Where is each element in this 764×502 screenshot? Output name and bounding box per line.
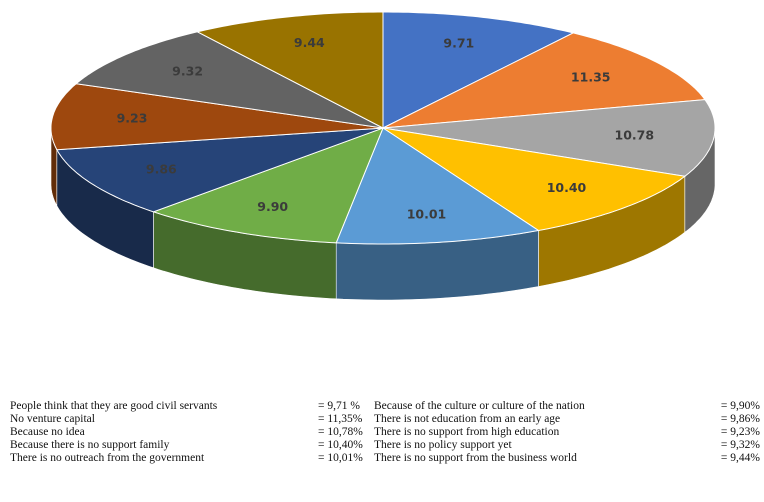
pie-slice — [151, 127, 384, 244]
legend-label: Because of the culture or culture of the… — [374, 400, 585, 412]
legend-value: = 9,86% — [720, 413, 760, 425]
legend-value: = 9,32% — [720, 439, 760, 451]
pie-slice-label: 9.32 — [172, 64, 203, 79]
legend-row: No venture capital = 11,35% There is not… — [10, 413, 764, 426]
legend-label: There is no policy support yet — [374, 439, 512, 451]
pie-slices — [50, 11, 716, 245]
pie-slice-label: 9.90 — [257, 199, 288, 214]
pie-slice-label: 9.44 — [294, 35, 325, 50]
legend-label: There is no support from high education — [374, 426, 560, 438]
pie-slice-label: 10.40 — [547, 180, 587, 195]
pie-slice-label: 9.71 — [443, 35, 474, 50]
legend-value: = 9,44% — [720, 452, 760, 464]
pie-chart: 9.71 11.35 10.78 10.40 10.01 9.90 9.86 9.23 9.32… — [50, 11, 716, 301]
pie-slice-label: 9.23 — [117, 111, 148, 126]
pie-labels: 9.71 11.35 10.78 10.40 10.01 9.90 9.86 9.23 9.32… — [117, 35, 654, 221]
legend-label: There is no support from the business wo… — [374, 452, 577, 464]
legend-label: There is not education from an early age — [374, 413, 561, 425]
pie-slice-label: 11.35 — [571, 69, 611, 84]
legend: People think that they are good civil se… — [10, 400, 764, 465]
legend-label: People think that they are good civil se… — [10, 400, 218, 412]
legend-value: = 11,35% — [318, 413, 363, 425]
pie-slice — [382, 11, 575, 129]
pie-slice — [75, 31, 384, 129]
pie-slice-label: 10.78 — [615, 128, 655, 143]
legend-value: = 10,78% — [318, 426, 363, 438]
legend-label: Because no idea — [10, 426, 85, 438]
legend-value: = 10,40% — [318, 439, 363, 451]
legend-value: = 9,71 % — [318, 400, 360, 412]
legend-row: People think that they are good civil se… — [10, 400, 764, 413]
pie-slice — [382, 127, 687, 232]
pie-slice-label: 9.86 — [146, 162, 177, 177]
pie-slice — [195, 11, 384, 129]
legend-value: = 9,90% — [720, 400, 760, 412]
pie-slice — [382, 32, 706, 129]
pie-sides — [50, 128, 716, 301]
pie-slice — [335, 127, 540, 245]
pie-slice — [55, 127, 384, 213]
legend-label: No venture capital — [10, 413, 95, 425]
legend-label: There is no outreach from the government — [10, 452, 205, 464]
pie-slice — [50, 83, 384, 151]
legend-row: Because no idea = 10,78% There is no sup… — [10, 426, 764, 439]
legend-value: = 10,01% — [318, 452, 363, 464]
legend-label: Because there is no support family — [10, 439, 170, 451]
legend-row: Because there is no support family = 10,… — [10, 439, 764, 452]
legend-value: = 9,23% — [720, 426, 760, 438]
pie-slice — [382, 99, 716, 177]
pie-slice-label: 10.01 — [407, 206, 447, 221]
legend-row: There is no outreach from the government… — [10, 452, 764, 465]
